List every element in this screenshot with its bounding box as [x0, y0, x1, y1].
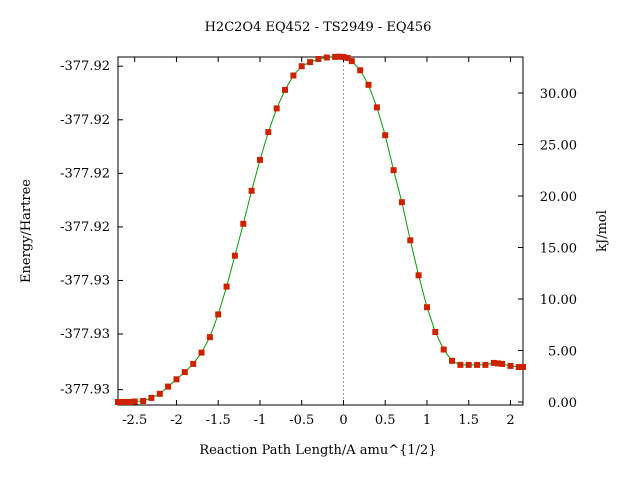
- y-tick-label: -377.92: [60, 166, 110, 181]
- data-point: [265, 129, 272, 136]
- data-point: [520, 364, 526, 370]
- data-point: [357, 67, 364, 74]
- data-point: [482, 361, 489, 368]
- data-point: [240, 220, 247, 227]
- x-axis-label: Reaction Path Length/A amu^{1/2}: [199, 443, 436, 458]
- data-point: [449, 357, 455, 364]
- y-tick-label: -377.93: [60, 383, 110, 398]
- data-point: [373, 104, 380, 111]
- data-point: [273, 105, 280, 112]
- data-point: [407, 237, 414, 244]
- data-point: [344, 55, 351, 61]
- y-tick-label: -377.92: [60, 113, 110, 128]
- data-point: [181, 369, 188, 376]
- data-point: [315, 56, 322, 62]
- data-point: [119, 399, 126, 405]
- x-tick-label: -2.5: [122, 413, 147, 428]
- data-point: [424, 304, 430, 311]
- y-tick-label: -377.92: [60, 220, 110, 235]
- data-point: [457, 361, 464, 368]
- data-point: [415, 272, 422, 279]
- data-point: [131, 398, 138, 405]
- y-axis-label: Energy/Hartree: [19, 179, 34, 283]
- data-point: [127, 399, 134, 405]
- data-point: [348, 58, 355, 65]
- data-point: [148, 394, 155, 401]
- x-axis-ticks: -2.5 -2 -1.5 -1 -0.5 0 0.5 1 1.5 2: [122, 57, 515, 428]
- left-axis-ticks: -377.92 -377.92 -377.92 -377.92 -377.93 -377.…: [60, 59, 123, 398]
- data-point: [340, 53, 347, 60]
- data-point: [165, 383, 172, 390]
- x-tick-label: 2: [506, 413, 514, 428]
- y-tick-label: -377.93: [60, 273, 110, 288]
- data-point: [223, 283, 230, 290]
- data-point: [140, 398, 147, 404]
- x-tick-label: 1.5: [458, 413, 479, 428]
- y-tick-label: -377.93: [60, 327, 110, 342]
- data-point: [336, 53, 343, 60]
- x-tick-label: -1: [254, 413, 267, 428]
- y-tick-label: -377.92: [60, 59, 110, 74]
- x-tick-label: 0.5: [375, 413, 396, 428]
- data-point: [173, 376, 180, 383]
- y2-tick-label: 15.00: [540, 242, 577, 257]
- data-point: [290, 72, 297, 79]
- y2-tick-label: 5.00: [548, 345, 577, 360]
- data-point: [432, 329, 439, 335]
- y2-tick-label: 25.00: [540, 139, 577, 154]
- data-point: [499, 360, 506, 367]
- series-markers: [115, 53, 526, 405]
- data-point: [156, 390, 163, 397]
- data-point: [248, 187, 255, 194]
- y2-tick-label: 10.00: [540, 293, 577, 308]
- data-point: [323, 54, 330, 61]
- data-point: [382, 132, 389, 139]
- y2-axis-label: kJ/mol: [595, 210, 610, 252]
- data-point: [231, 252, 238, 259]
- y2-tick-label: 0.00: [548, 396, 577, 411]
- x-tick-label: -1.5: [206, 413, 231, 428]
- data-point: [390, 167, 397, 174]
- data-point: [198, 349, 205, 356]
- data-point: [465, 361, 472, 368]
- chart-title: H2C2O4 EQ452 - TS2949 - EQ456: [205, 20, 432, 35]
- right-axis-ticks: 0.00 5.00 10.00 15.00 20.00 25.00 30.00: [518, 87, 577, 411]
- x-tick-label: 0: [339, 413, 347, 428]
- series-line: [118, 56, 523, 403]
- data-point: [365, 81, 372, 88]
- x-tick-label: 1: [423, 413, 431, 428]
- data-point: [307, 59, 314, 66]
- data-point: [123, 399, 130, 405]
- data-point: [206, 334, 213, 341]
- data-point: [490, 359, 497, 366]
- plot-frame: [117, 56, 524, 406]
- data-point: [474, 361, 481, 368]
- data-point: [398, 199, 405, 206]
- data-point: [515, 364, 522, 370]
- data-point: [190, 360, 197, 367]
- data-point: [507, 362, 514, 369]
- data-point: [257, 156, 263, 163]
- y2-tick-label: 20.00: [540, 190, 577, 205]
- data-point: [215, 311, 222, 318]
- x-tick-label: -0.5: [289, 413, 314, 428]
- data-point: [298, 63, 305, 70]
- data-point: [282, 86, 288, 93]
- data-point: [115, 399, 121, 405]
- data-point: [440, 346, 447, 353]
- x-tick-label: -2: [170, 413, 183, 428]
- data-point: [332, 53, 339, 60]
- data-point: [494, 360, 501, 367]
- y2-tick-label: 30.00: [540, 87, 577, 102]
